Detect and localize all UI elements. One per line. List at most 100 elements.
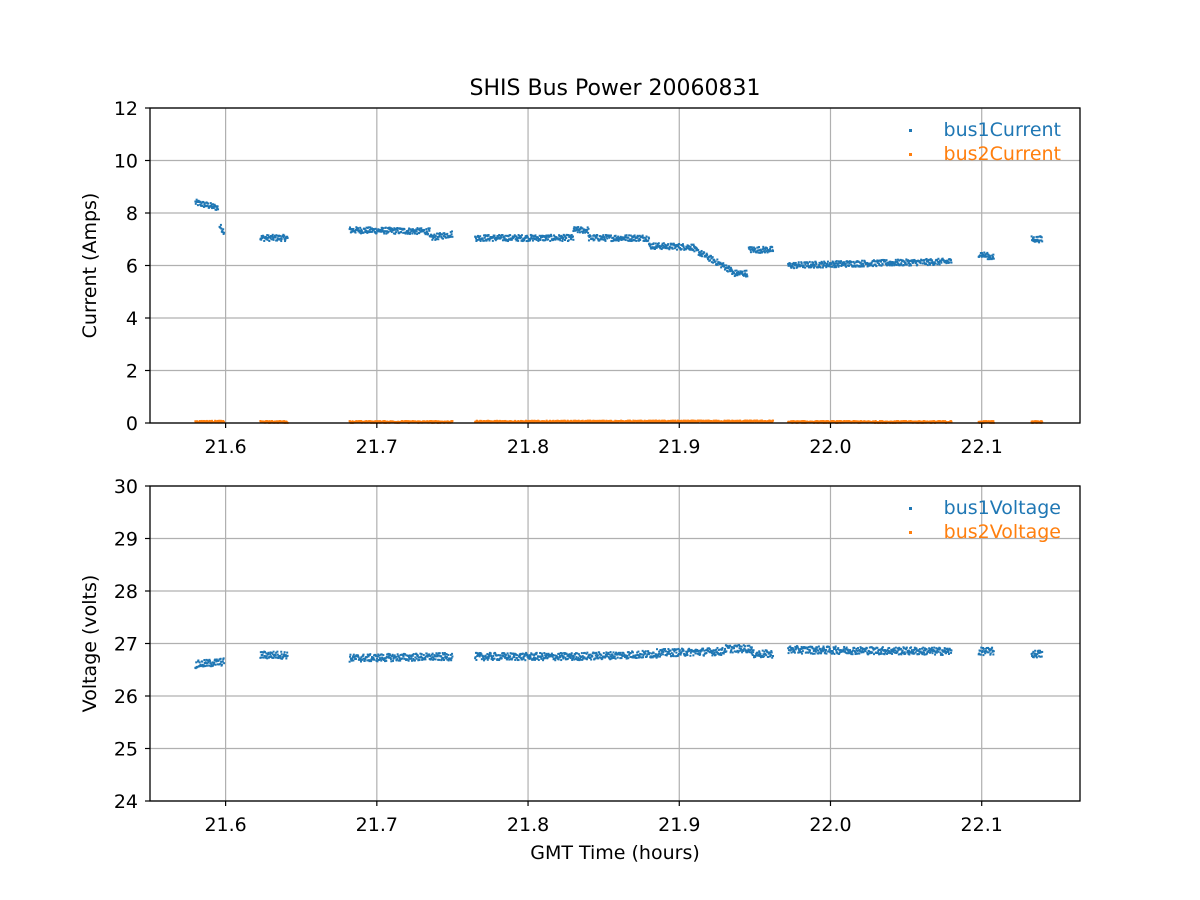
data-point <box>359 658 362 661</box>
data-point <box>359 660 362 663</box>
data-point <box>698 253 701 256</box>
data-point <box>614 234 617 237</box>
data-point <box>560 659 563 662</box>
data-point <box>901 259 904 262</box>
data-point <box>482 657 485 660</box>
data-point <box>905 648 907 651</box>
data-point <box>620 657 623 660</box>
data-point <box>514 658 517 661</box>
data-point <box>609 234 612 237</box>
data-point <box>503 653 506 656</box>
data-point <box>521 420 524 423</box>
data-point <box>407 659 410 662</box>
data-point <box>514 238 517 241</box>
data-point <box>271 235 274 238</box>
data-point <box>580 652 583 655</box>
data-point <box>433 654 436 657</box>
data-point <box>587 231 590 234</box>
data-point <box>735 274 738 277</box>
data-point <box>858 652 861 655</box>
data-point <box>450 657 453 660</box>
data-point <box>621 655 624 658</box>
data-point <box>763 650 766 653</box>
data-point <box>357 654 360 657</box>
data-point <box>822 265 825 268</box>
data-point <box>692 248 695 251</box>
data-point <box>633 234 636 237</box>
data-point <box>736 649 739 652</box>
data-point <box>429 655 432 658</box>
data-point <box>630 240 633 243</box>
data-point <box>854 265 857 268</box>
data-point <box>931 646 934 649</box>
data-point <box>573 226 576 229</box>
data-point <box>582 657 585 660</box>
data-point <box>539 238 542 241</box>
data-point <box>210 663 213 666</box>
data-point <box>641 649 644 652</box>
data-point <box>477 235 480 238</box>
data-point <box>360 232 362 235</box>
data-point <box>749 646 752 649</box>
data-point <box>648 244 651 247</box>
data-point <box>440 658 443 661</box>
data-point <box>748 247 751 250</box>
data-point <box>198 661 201 664</box>
data-point <box>581 419 584 422</box>
data-point <box>446 232 449 235</box>
data-point <box>900 653 903 656</box>
data-point <box>916 263 919 266</box>
data-point <box>350 230 353 233</box>
data-point <box>688 248 691 251</box>
data-point <box>549 239 552 242</box>
data-point <box>873 653 876 656</box>
data-point <box>445 657 448 660</box>
data-point <box>802 264 805 267</box>
data-point <box>410 655 413 658</box>
data-point <box>196 665 199 668</box>
data-point <box>837 262 840 265</box>
data-point <box>554 659 557 662</box>
data-point <box>883 420 886 423</box>
data-point <box>202 205 205 208</box>
data-point <box>553 234 556 237</box>
data-point <box>577 656 580 659</box>
data-point <box>649 243 652 246</box>
data-point <box>945 262 948 265</box>
data-point <box>899 258 902 261</box>
data-point <box>812 266 815 269</box>
data-point <box>349 653 352 656</box>
data-point <box>516 237 519 240</box>
data-point <box>535 238 538 241</box>
data-point <box>265 238 268 241</box>
data-point <box>357 658 360 661</box>
data-point <box>757 653 760 656</box>
current-subplot: 21.6 21.7 21.8 21.9 22.0 22.1024681012Current… <box>79 98 1081 458</box>
data-point <box>928 258 931 261</box>
data-point <box>761 649 764 652</box>
data-point <box>281 656 284 659</box>
data-point <box>978 649 981 652</box>
data-point <box>738 644 741 647</box>
data-point <box>709 259 712 262</box>
data-point <box>388 656 391 659</box>
data-point <box>380 230 383 233</box>
data-point <box>548 655 551 658</box>
data-point <box>372 657 375 660</box>
data-point <box>613 655 616 658</box>
data-point <box>933 646 936 649</box>
data-point <box>770 651 773 654</box>
data-point <box>760 249 763 252</box>
data-point <box>594 654 597 657</box>
data-point <box>544 239 547 242</box>
data-point <box>769 250 772 253</box>
data-point <box>283 653 286 656</box>
data-point <box>532 658 535 661</box>
data-point <box>562 657 565 660</box>
data-point <box>813 652 816 655</box>
data-point <box>1031 652 1034 655</box>
data-point <box>814 260 817 263</box>
data-point <box>765 654 768 657</box>
data-point <box>897 653 900 656</box>
data-point <box>747 648 750 651</box>
